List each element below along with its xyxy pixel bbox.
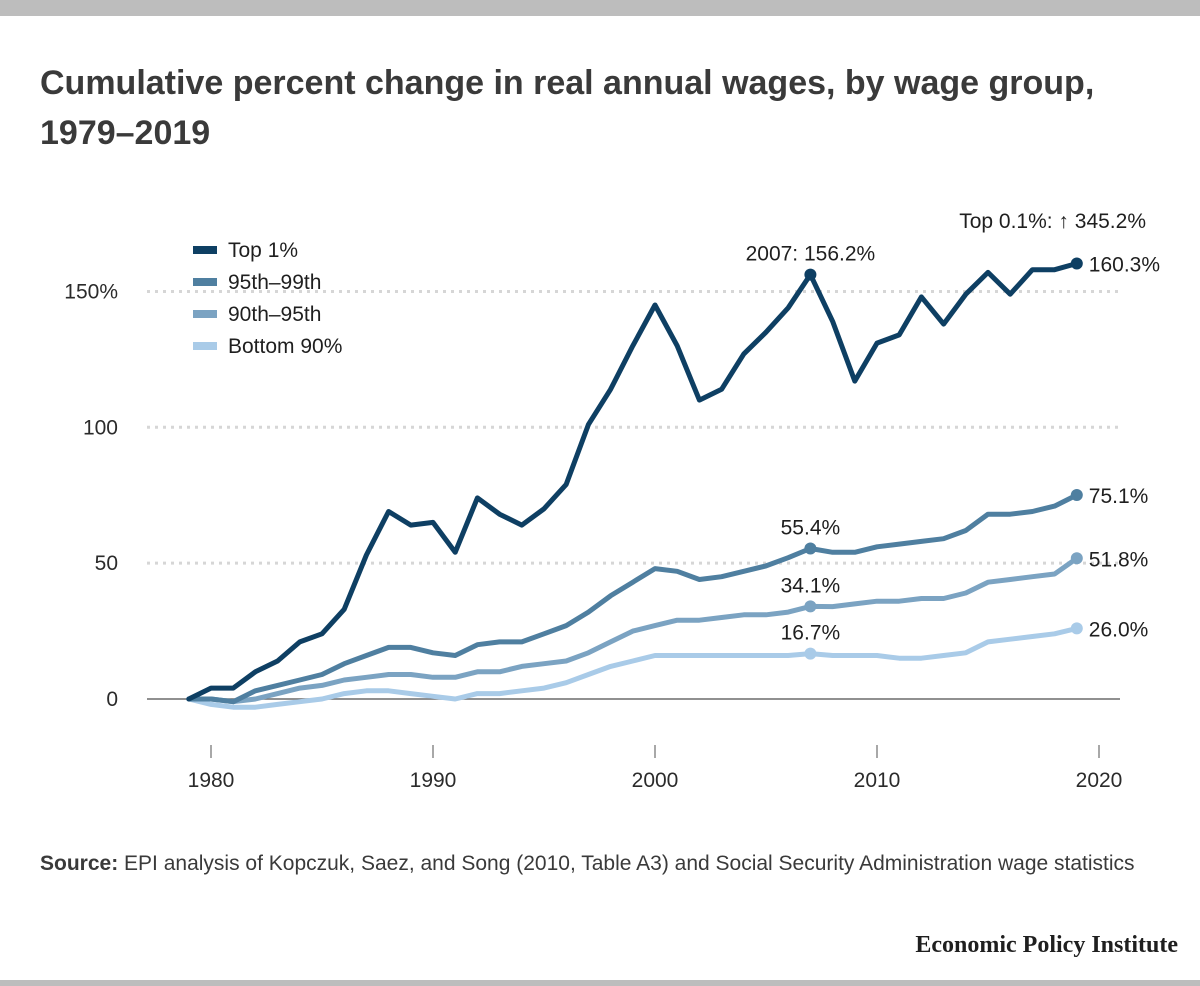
top-border <box>0 0 1200 16</box>
legend-swatch-2 <box>193 310 217 318</box>
legend-swatch-3 <box>193 342 217 350</box>
y-tick-label-150: 150% <box>64 280 118 303</box>
annotation-label-4: 75.1% <box>1089 485 1149 508</box>
series-line-95th-99th <box>186 492 1080 705</box>
source-note: Source: EPI analysis of Kopczuk, Saez, a… <box>40 848 1160 879</box>
marker-point-0 <box>804 268 817 281</box>
marker-point-5 <box>804 600 817 613</box>
legend-swatch-1 <box>193 278 217 286</box>
source-label: Source: <box>40 852 119 875</box>
source-text: EPI analysis of Kopczuk, Saez, and Song … <box>118 852 1135 875</box>
y-tick-label-50: 50 <box>95 552 118 575</box>
line-chart: 0 50 100 150% 1980 1990 2000 2010 2020 2007: 156.… <box>64 210 1160 792</box>
legend-label-1: 95th–99th <box>228 271 321 294</box>
annotation-label-6: 51.8% <box>1089 548 1149 571</box>
x-tick-label-2010: 2010 <box>854 769 901 792</box>
chart-title: Cumulative percent change in real annual… <box>40 64 1095 152</box>
bottom-border <box>0 980 1200 986</box>
y-tick-label-100: 100 <box>83 416 118 439</box>
series-line-top-1- <box>186 261 1080 702</box>
x-tick-label-2020: 2020 <box>1076 769 1123 792</box>
legend-label-3: Bottom 90% <box>228 335 342 358</box>
series-line-90th-95th <box>186 555 1080 705</box>
marker-point-4 <box>1070 488 1083 501</box>
annotation-label-8: 26.0% <box>1089 618 1149 641</box>
marker-point-3 <box>804 542 817 555</box>
marker-point-1 <box>1070 257 1083 270</box>
annotation-label-0: 2007: 156.2% <box>746 243 876 266</box>
annotation-label-3: 55.4% <box>781 516 841 539</box>
legend-label-2: 90th–95th <box>228 303 321 326</box>
annotation-label-7: 16.7% <box>781 622 841 645</box>
legend-swatch-0 <box>193 246 217 254</box>
marker-point-7 <box>804 647 817 660</box>
annotation-label-5: 34.1% <box>781 574 841 597</box>
x-tick-label-1990: 1990 <box>410 769 457 792</box>
legend-label-0: Top 1% <box>228 239 298 262</box>
annotation-label-1: 160.3% <box>1089 253 1160 276</box>
marker-point-8 <box>1070 622 1083 635</box>
y-tick-label-0: 0 <box>106 688 118 711</box>
marker-point-6 <box>1070 552 1083 565</box>
annotation-top-note: Top 0.1%: ↑ 345.2% <box>959 210 1146 233</box>
x-tick-label-2000: 2000 <box>632 769 679 792</box>
x-tick-label-1980: 1980 <box>188 769 235 792</box>
series-line-bottom-90- <box>186 625 1080 710</box>
brand-logo-text: Economic Policy Institute <box>915 932 1178 958</box>
